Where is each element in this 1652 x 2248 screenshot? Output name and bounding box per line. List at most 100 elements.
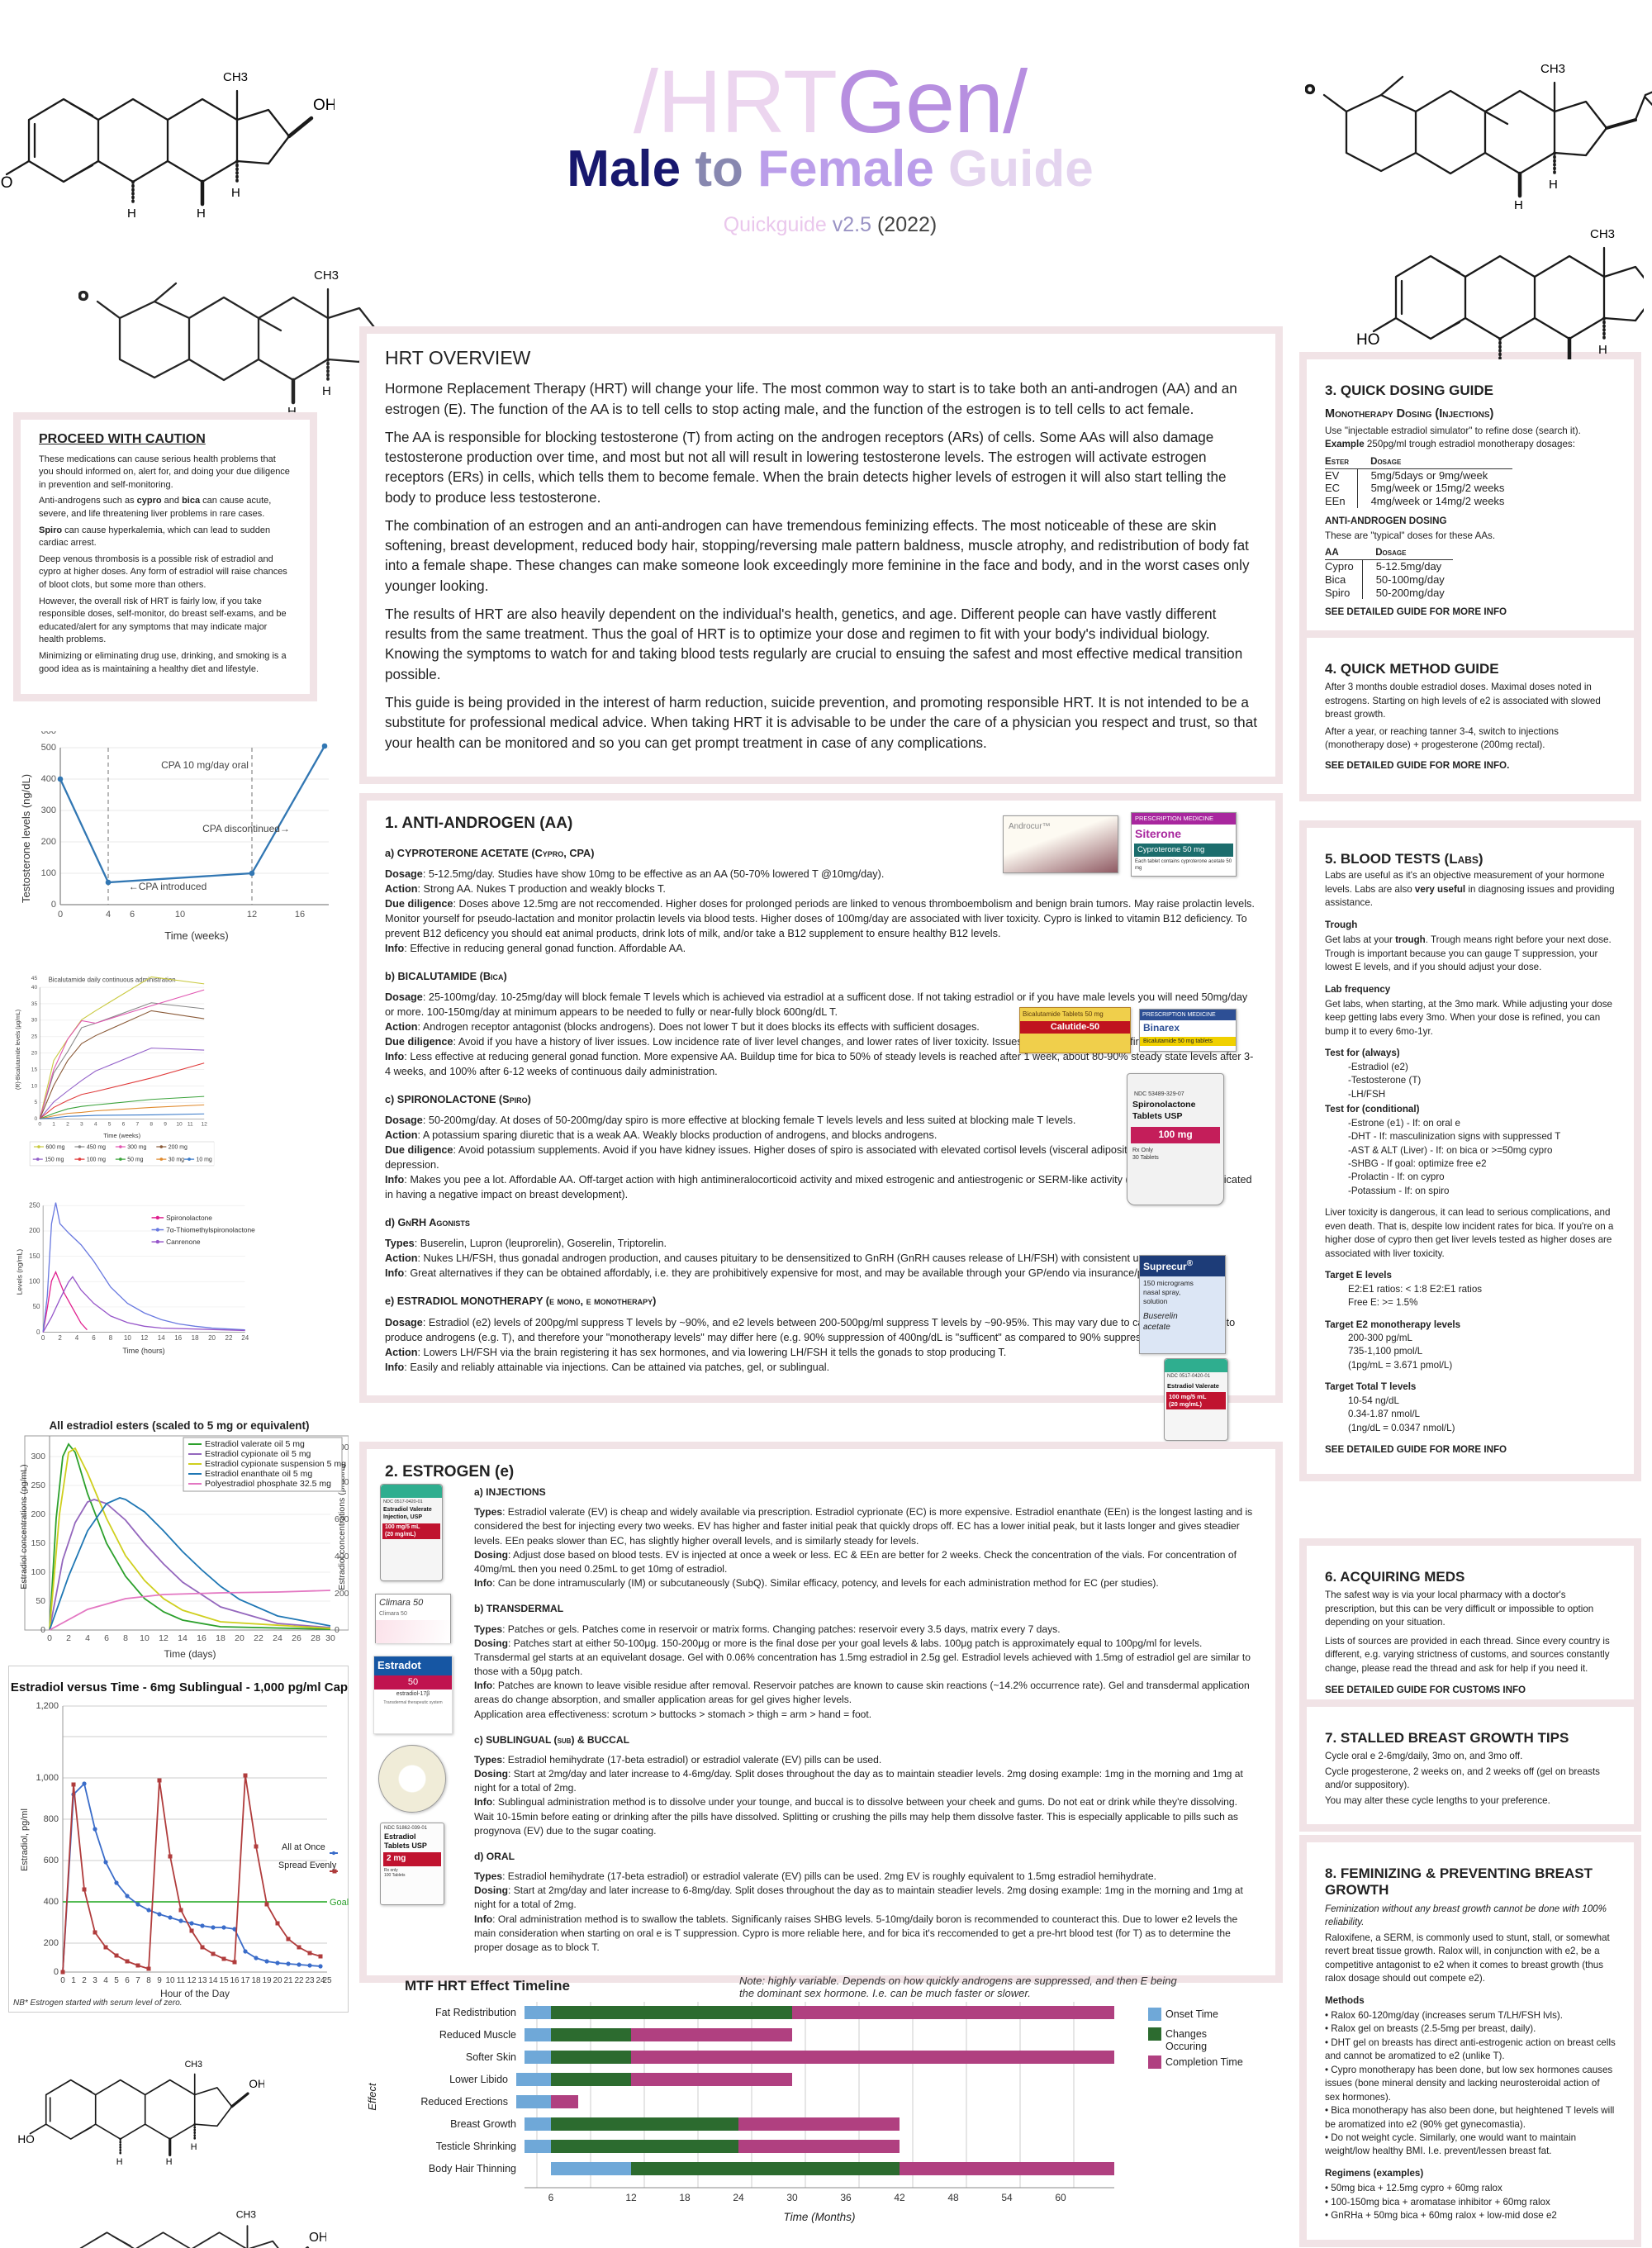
svg-text:7: 7 bbox=[136, 1122, 140, 1128]
svg-text:600: 600 bbox=[41, 731, 56, 736]
svg-text:60: 60 bbox=[1055, 2192, 1066, 2203]
svg-text:400: 400 bbox=[41, 774, 56, 784]
svg-text:Onset Time: Onset Time bbox=[1165, 2008, 1218, 2020]
svg-text:100: 100 bbox=[41, 868, 56, 878]
svg-text:600 mg: 600 mg bbox=[45, 1144, 64, 1150]
svg-text:Polyestradiol phosphate 32.5 m: Polyestradiol phosphate 32.5 mg bbox=[205, 1479, 331, 1489]
svg-text:16: 16 bbox=[197, 1633, 206, 1643]
svg-text:←CPA introduced: ←CPA introduced bbox=[129, 881, 207, 892]
svg-text:2: 2 bbox=[82, 1976, 87, 1985]
svg-text:100: 100 bbox=[31, 1567, 45, 1577]
svg-text:0: 0 bbox=[36, 1328, 40, 1336]
svg-text:10: 10 bbox=[176, 1122, 183, 1128]
svg-text:10: 10 bbox=[175, 910, 185, 920]
svg-text:28: 28 bbox=[311, 1633, 320, 1643]
svg-text:0: 0 bbox=[51, 900, 56, 910]
svg-text:11: 11 bbox=[188, 1122, 193, 1128]
svg-text:Testicle Shrinking: Testicle Shrinking bbox=[436, 2141, 516, 2152]
svg-text:12: 12 bbox=[140, 1334, 148, 1342]
svg-text:Time (days): Time (days) bbox=[164, 1648, 216, 1660]
svg-text:150: 150 bbox=[29, 1252, 40, 1260]
svg-text:0: 0 bbox=[40, 1625, 45, 1635]
svg-text:All estradiol esters (scaled t: All estradiol esters (scaled to 5 mg or … bbox=[49, 1419, 309, 1432]
svg-text:100: 100 bbox=[29, 1277, 40, 1285]
svg-text:25: 25 bbox=[322, 1976, 332, 1985]
svg-text:35: 35 bbox=[31, 1001, 38, 1007]
svg-text:18: 18 bbox=[679, 2192, 691, 2203]
svg-text:11: 11 bbox=[177, 1976, 186, 1985]
svg-text:10: 10 bbox=[140, 1633, 150, 1643]
svg-text:500: 500 bbox=[41, 743, 56, 753]
svg-text:Softer Skin: Softer Skin bbox=[466, 2051, 516, 2063]
svg-text:Estradiol, pg/ml: Estradiol, pg/ml bbox=[20, 1808, 30, 1871]
svg-text:2: 2 bbox=[58, 1334, 62, 1342]
svg-text:5: 5 bbox=[34, 1100, 37, 1105]
svg-text:Reduced Muscle: Reduced Muscle bbox=[439, 2029, 516, 2041]
svg-text:45: 45 bbox=[31, 976, 38, 981]
svg-text:14: 14 bbox=[208, 1976, 218, 1985]
svg-text:25: 25 bbox=[31, 1034, 38, 1040]
svg-text:17: 17 bbox=[240, 1976, 250, 1985]
svg-text:30: 30 bbox=[786, 2192, 798, 2203]
svg-text:800: 800 bbox=[44, 1814, 59, 1824]
svg-text:22: 22 bbox=[294, 1976, 304, 1985]
svg-text:250: 250 bbox=[29, 1201, 40, 1209]
svg-text:7α-Thiomethylspironolactone: 7α-Thiomethylspironolactone bbox=[166, 1225, 255, 1233]
svg-text:30 mg: 30 mg bbox=[169, 1157, 184, 1163]
svg-text:15: 15 bbox=[31, 1067, 38, 1072]
svg-text:16: 16 bbox=[174, 1334, 182, 1342]
svg-text:200 mg: 200 mg bbox=[169, 1144, 188, 1150]
svg-text:2: 2 bbox=[66, 1122, 69, 1128]
svg-text:0: 0 bbox=[60, 1976, 65, 1985]
svg-text:6: 6 bbox=[104, 1633, 109, 1643]
svg-text:12: 12 bbox=[247, 910, 257, 920]
svg-text:1,000: 1,000 bbox=[36, 1773, 59, 1783]
svg-text:0: 0 bbox=[34, 1116, 37, 1122]
svg-text:400: 400 bbox=[44, 1897, 59, 1907]
svg-text:30: 30 bbox=[325, 1633, 335, 1643]
svg-text:50 mg: 50 mg bbox=[127, 1157, 143, 1163]
svg-text:Estradiol versus Time - 6mg Su: Estradiol versus Time - 6mg Sublingual -… bbox=[11, 1680, 348, 1694]
svg-text:3: 3 bbox=[80, 1122, 83, 1128]
svg-text:0: 0 bbox=[41, 1334, 45, 1342]
svg-text:300: 300 bbox=[41, 806, 56, 815]
svg-text:Time (weeks): Time (weeks) bbox=[103, 1132, 140, 1139]
svg-text:6: 6 bbox=[92, 1334, 96, 1342]
svg-text:13: 13 bbox=[197, 1976, 207, 1985]
svg-text:4: 4 bbox=[106, 910, 111, 920]
svg-text:12: 12 bbox=[187, 1976, 197, 1985]
svg-text:200: 200 bbox=[44, 1938, 59, 1948]
svg-text:All at Once: All at Once bbox=[282, 1842, 325, 1852]
svg-text:12: 12 bbox=[159, 1633, 169, 1643]
svg-text:4: 4 bbox=[75, 1334, 79, 1342]
svg-text:30: 30 bbox=[31, 1018, 38, 1024]
svg-text:0: 0 bbox=[58, 910, 63, 920]
svg-text:6: 6 bbox=[122, 1122, 126, 1128]
svg-text:(R)-Bicalutamide levels (μg/mL: (R)-Bicalutamide levels (μg/mL) bbox=[16, 1010, 21, 1090]
svg-text:Breast Growth: Breast Growth bbox=[450, 2118, 516, 2130]
svg-text:22: 22 bbox=[225, 1334, 233, 1342]
svg-text:Effect: Effect bbox=[366, 2082, 378, 2111]
svg-text:12: 12 bbox=[625, 2192, 637, 2203]
svg-text:300: 300 bbox=[31, 1452, 45, 1461]
svg-text:9: 9 bbox=[157, 1976, 162, 1985]
svg-text:2: 2 bbox=[66, 1633, 71, 1643]
svg-text:200: 200 bbox=[31, 1509, 45, 1519]
svg-text:15: 15 bbox=[219, 1976, 229, 1985]
svg-text:6: 6 bbox=[125, 1976, 130, 1985]
svg-text:0: 0 bbox=[38, 1122, 41, 1128]
svg-text:10: 10 bbox=[31, 1083, 38, 1089]
svg-text:150: 150 bbox=[31, 1538, 45, 1548]
svg-text:3: 3 bbox=[93, 1976, 97, 1985]
svg-text:Canrenone: Canrenone bbox=[166, 1238, 201, 1246]
svg-text:50: 50 bbox=[33, 1303, 40, 1310]
svg-text:42: 42 bbox=[894, 2192, 905, 2203]
svg-text:9: 9 bbox=[164, 1122, 167, 1128]
svg-text:Estradiol valerate oil 5 mg: Estradiol valerate oil 5 mg bbox=[205, 1439, 305, 1449]
svg-text:8: 8 bbox=[109, 1334, 113, 1342]
svg-text:Changes: Changes bbox=[1165, 2028, 1207, 2040]
svg-text:250: 250 bbox=[31, 1480, 45, 1490]
svg-text:14: 14 bbox=[158, 1334, 165, 1342]
svg-text:Spironolactone: Spironolactone bbox=[166, 1214, 212, 1222]
svg-text:Occuring: Occuring bbox=[1165, 2041, 1207, 2052]
